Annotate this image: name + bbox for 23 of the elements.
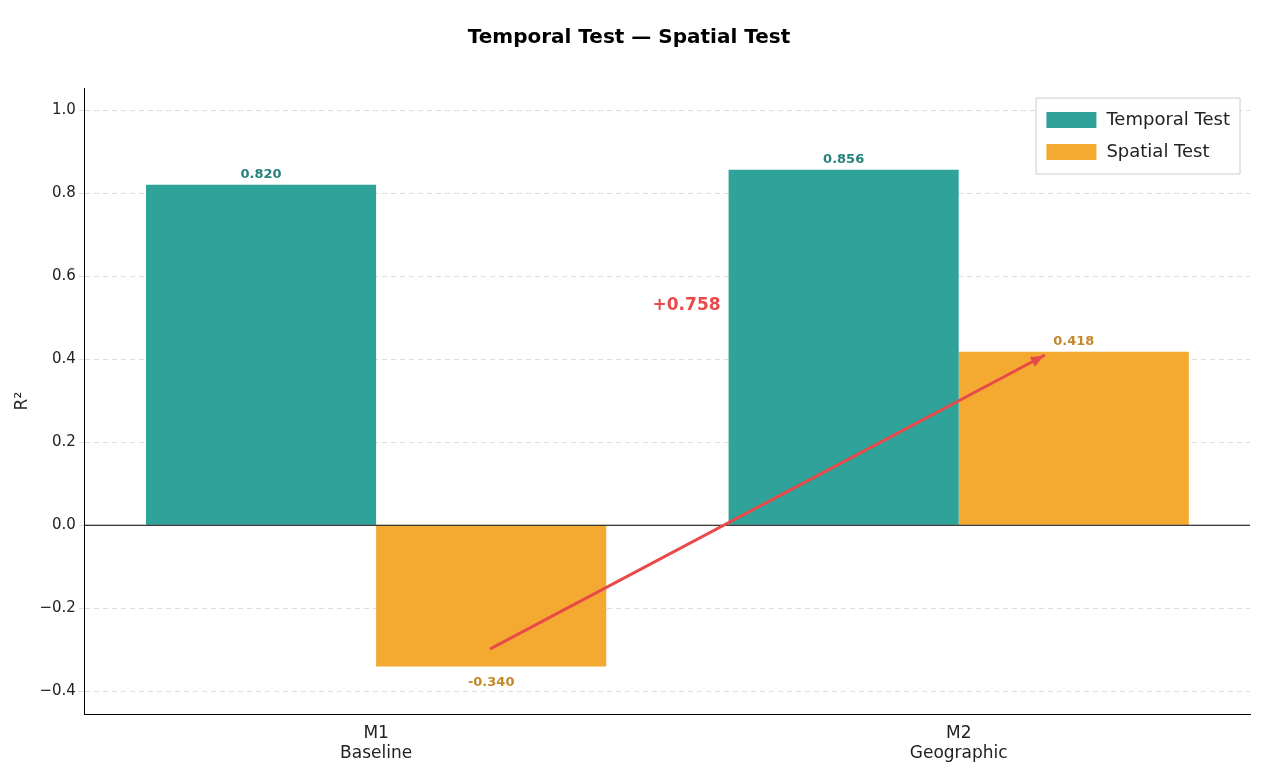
y-axis-title: R²	[10, 391, 31, 411]
data-label: 0.820	[240, 165, 282, 181]
x-tick-label: M2 Geographic	[909, 721, 1008, 763]
x-tick-label: M1 Baseline	[340, 721, 413, 763]
y-tick-label: 0.0	[51, 515, 76, 534]
data-label: 0.856	[823, 150, 865, 166]
data-label: 0.418	[1053, 332, 1095, 348]
y-tick-label: 0.2	[51, 432, 76, 451]
y-tick-label: −0.2	[39, 598, 76, 617]
bar	[728, 169, 959, 525]
data-label: -0.340	[467, 674, 515, 690]
y-tick-label: 0.6	[51, 266, 76, 284]
legend-label: Temporal Test	[1105, 107, 1231, 129]
bar	[376, 525, 607, 667]
legend-label: Spatial Test	[1106, 139, 1210, 161]
bar	[958, 351, 1189, 525]
y-tick-label: −0.4	[39, 681, 76, 700]
y-tick-label: 0.4	[51, 349, 76, 368]
y-tick-label: 0.8	[51, 182, 76, 201]
annotation: +0.758	[652, 294, 721, 315]
bar	[146, 184, 377, 525]
chart-title: Temporal Test — Spatial Test	[467, 24, 791, 49]
y-tick-label: 1.0	[51, 99, 76, 118]
